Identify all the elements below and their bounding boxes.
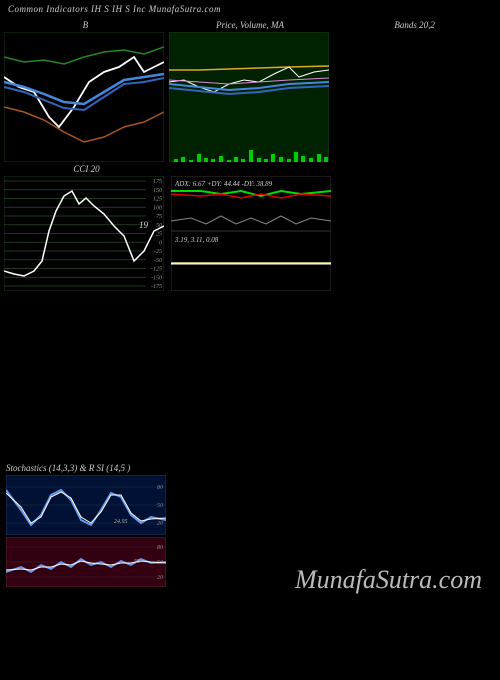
svg-text:80: 80 xyxy=(157,485,163,491)
svg-text:100: 100 xyxy=(153,205,162,211)
cci-chart: 1751501251007550250-25-50-125-150-17519 xyxy=(4,176,164,291)
top-chart-grid: B Price, Volume, MA Bands 20,2 xyxy=(0,18,500,162)
bb-title: B xyxy=(4,18,167,32)
svg-text:0: 0 xyxy=(159,240,162,246)
bb-chart xyxy=(4,32,164,162)
svg-text:50: 50 xyxy=(157,503,163,509)
cci-panel: CCI 20 1751501251007550250-25-50-125-150… xyxy=(4,162,169,291)
price-title: Price, Volume, MA xyxy=(169,18,332,32)
svg-text:3.19, 3.11, 0.08: 3.19, 3.11, 0.08 xyxy=(174,236,219,244)
cci-title: CCI 20 xyxy=(4,162,169,176)
bb-panel: B xyxy=(4,18,167,162)
bands-panel: Bands 20,2 xyxy=(333,18,496,162)
stoch-top-chart: 80 50 20 24.95 xyxy=(6,475,166,535)
adx-panel: ADX: 6.67 +DY: 44.44 -DY: 38.89 3.19, 3.1… xyxy=(171,162,336,291)
svg-text:-175: -175 xyxy=(151,284,162,290)
svg-text:-50: -50 xyxy=(154,258,162,264)
stoch-section: Stochastics (14,3,3) & R SI (14,5 ) 80 50… xyxy=(0,461,500,587)
bands-title: Bands 20,2 xyxy=(333,18,496,32)
svg-text:-150: -150 xyxy=(151,275,162,281)
svg-text:-25: -25 xyxy=(154,249,162,255)
adx-chart: ADX: 6.67 +DY: 44.44 -DY: 38.89 3.19, 3.1… xyxy=(171,176,331,291)
stoch-title: Stochastics (14,3,3) & R SI (14,5 ) xyxy=(6,461,494,475)
price-chart xyxy=(169,32,329,162)
svg-text:175: 175 xyxy=(153,179,162,185)
svg-text:20: 20 xyxy=(157,521,163,527)
svg-text:125: 125 xyxy=(153,197,162,203)
svg-text:-125: -125 xyxy=(151,267,162,273)
svg-text:20: 20 xyxy=(157,575,163,581)
svg-text:24.95: 24.95 xyxy=(114,518,128,525)
price-panel: Price, Volume, MA xyxy=(169,18,332,162)
page-header: Common Indicators IH S IH S Inc MunafaSu… xyxy=(0,0,500,18)
svg-text:75: 75 xyxy=(156,214,162,220)
svg-text:25: 25 xyxy=(156,232,162,238)
svg-text:150: 150 xyxy=(153,188,162,194)
svg-text:ADX: 6.67 +DY: 44.44 -DY: 38.8: ADX: 6.67 +DY: 44.44 -DY: 38.89 xyxy=(174,180,273,188)
svg-text:55: 55 xyxy=(134,559,140,565)
bands-chart xyxy=(333,32,493,162)
stoch-bot-chart: 80502055 xyxy=(6,537,166,587)
svg-text:80: 80 xyxy=(157,545,163,551)
mid-chart-grid: CCI 20 1751501251007550250-25-50-125-150… xyxy=(0,162,340,291)
adx-spacer xyxy=(171,162,336,176)
svg-text:19: 19 xyxy=(139,220,149,230)
